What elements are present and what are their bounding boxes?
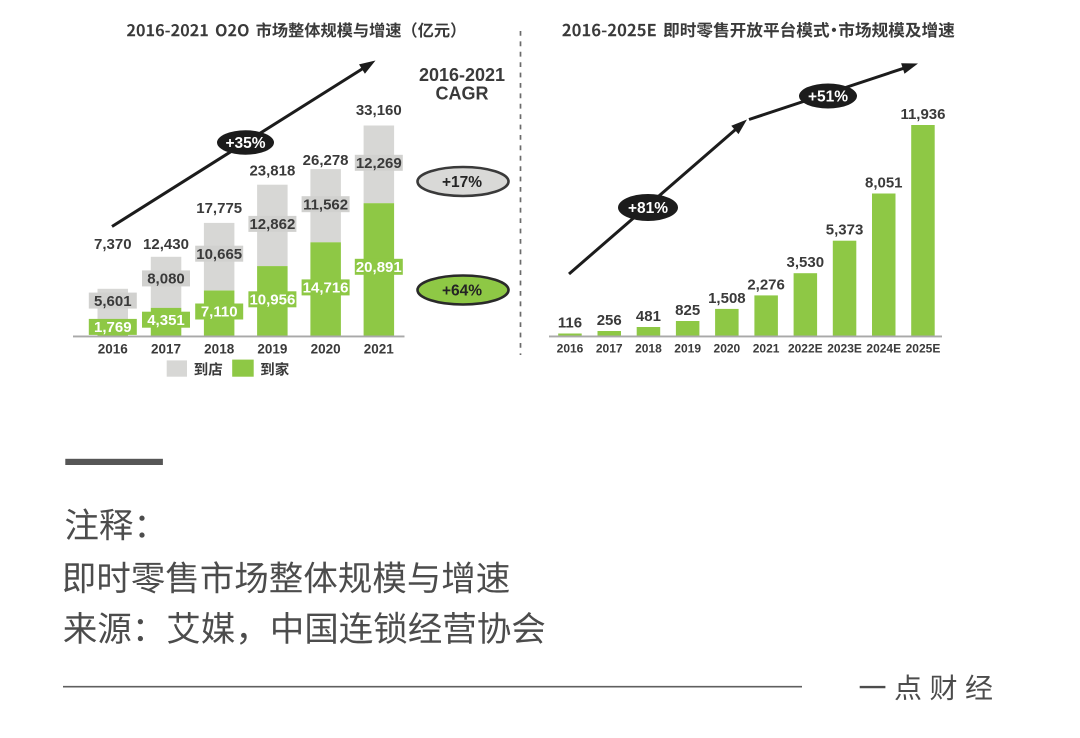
svg-text:2019: 2019: [674, 342, 701, 356]
svg-text:11,562: 11,562: [303, 196, 348, 213]
svg-text:11,936: 11,936: [900, 106, 945, 123]
svg-text:8,051: 8,051: [865, 175, 903, 192]
svg-text:10,956: 10,956: [249, 292, 295, 309]
svg-text:1,508: 1,508: [708, 290, 746, 307]
svg-text:825: 825: [675, 302, 700, 319]
svg-text:17,775: 17,775: [196, 200, 242, 217]
svg-text:256: 256: [597, 312, 622, 329]
svg-text:481: 481: [636, 308, 661, 325]
svg-text:5,373: 5,373: [826, 222, 864, 239]
svg-text:2017: 2017: [596, 342, 623, 356]
svg-text:1,769: 1,769: [94, 319, 132, 336]
svg-text:23,818: 23,818: [249, 163, 295, 180]
svg-text:2021: 2021: [364, 342, 395, 357]
svg-text:26,278: 26,278: [303, 152, 349, 169]
svg-text:12,430: 12,430: [143, 236, 189, 253]
svg-text:14,716: 14,716: [303, 280, 349, 297]
svg-text:2,276: 2,276: [747, 276, 785, 293]
svg-text:3,530: 3,530: [787, 254, 825, 271]
svg-text:10,665: 10,665: [196, 246, 242, 263]
svg-text:2016: 2016: [98, 342, 129, 357]
svg-text:2024E: 2024E: [866, 342, 901, 356]
svg-text:2025E: 2025E: [906, 342, 941, 356]
svg-text:2023E: 2023E: [827, 342, 862, 356]
svg-text:4,351: 4,351: [147, 312, 185, 329]
svg-text:116: 116: [558, 314, 582, 331]
svg-text:+17%: +17%: [442, 174, 482, 191]
svg-text:12,862: 12,862: [249, 216, 295, 233]
svg-text:2016-2021: 2016-2021: [419, 65, 505, 85]
svg-text:20,891: 20,891: [356, 259, 402, 276]
svg-text:2016: 2016: [557, 342, 584, 356]
svg-text:12,269: 12,269: [356, 155, 402, 172]
svg-text:2022E: 2022E: [788, 342, 823, 356]
svg-text:+81%: +81%: [628, 200, 668, 217]
svg-text:7,370: 7,370: [94, 236, 132, 253]
svg-text:+64%: +64%: [442, 282, 482, 299]
svg-text:2020: 2020: [714, 342, 741, 356]
svg-text:8,080: 8,080: [147, 271, 185, 288]
svg-text:33,160: 33,160: [356, 102, 402, 119]
svg-text:2018: 2018: [204, 342, 235, 357]
svg-text:+51%: +51%: [808, 88, 848, 105]
svg-text:2021: 2021: [753, 342, 780, 356]
svg-text:2019: 2019: [257, 342, 287, 357]
svg-text:2018: 2018: [635, 342, 662, 356]
svg-text:CAGR: CAGR: [436, 84, 489, 104]
svg-text:2017: 2017: [151, 342, 181, 357]
svg-text:+35%: +35%: [225, 135, 265, 152]
svg-text:2020: 2020: [311, 342, 341, 357]
svg-text:7,110: 7,110: [201, 304, 238, 321]
svg-text:5,601: 5,601: [94, 293, 132, 310]
